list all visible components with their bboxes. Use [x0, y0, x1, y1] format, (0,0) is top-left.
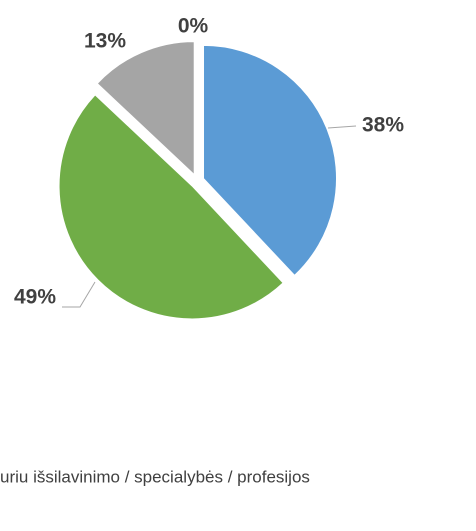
- data-label: 13%: [84, 30, 126, 53]
- pie-slice: [203, 44, 337, 277]
- data-label: 0%: [178, 15, 209, 38]
- legend-text: uriu išsilavinimo / specialybės / profes…: [0, 467, 310, 486]
- pie-slice: [58, 94, 284, 320]
- data-label: 38%: [362, 114, 404, 137]
- leader-line: [327, 125, 357, 129]
- data-label: 49%: [14, 286, 56, 309]
- leader-line: [62, 281, 96, 308]
- pie-slice: [96, 41, 195, 176]
